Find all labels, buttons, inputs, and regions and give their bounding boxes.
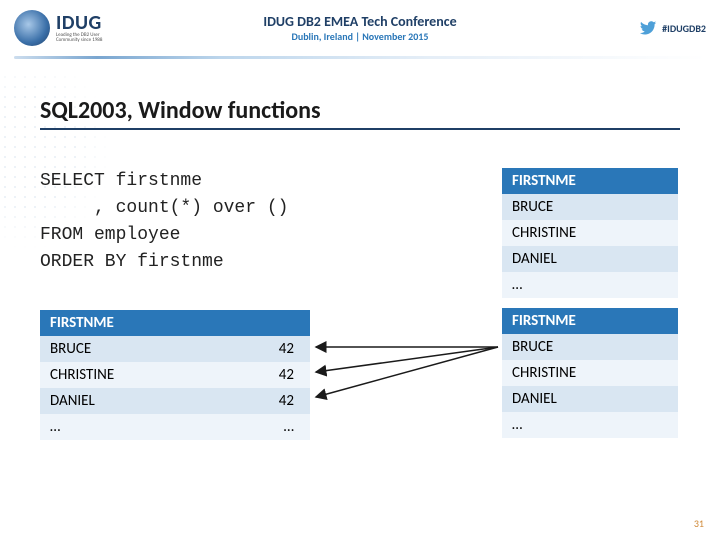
cell-name: CHRISTINE: [40, 362, 210, 388]
sql-l1: SELECT firstnme: [40, 171, 202, 191]
header-bar: IDUG Leading the DB2 User Community sinc…: [0, 0, 720, 56]
slide-title: SQL2003, Window functions: [40, 96, 321, 125]
result-table: FIRSTNME BRUCE42 CHRISTINE42 DANIEL42 ……: [40, 310, 310, 440]
col-header-blank: [210, 310, 310, 336]
idug-logo: IDUG Leading the DB2 User Community sinc…: [14, 10, 102, 46]
sql-l3: FROM employee: [40, 225, 180, 245]
sql-l2: , count(*) over (): [40, 198, 288, 218]
cell: …: [502, 412, 678, 438]
cell: CHRISTINE: [502, 360, 678, 386]
cell-val: 42: [210, 388, 310, 414]
cell: BRUCE: [502, 194, 678, 220]
input-table-top: FIRSTNME BRUCE CHRISTINE DANIEL …: [502, 168, 678, 298]
input-table-bottom: FIRSTNME BRUCE CHRISTINE DANIEL …: [502, 308, 678, 438]
sql-code: SELECT firstnme , count(*) over () FROM …: [40, 168, 288, 276]
sql-l4: ORDER BY firstnme: [40, 252, 224, 272]
cell: DANIEL: [502, 386, 678, 412]
conference-title: IDUG DB2 EMEA Tech Conference: [263, 13, 456, 30]
cell-name: DANIEL: [40, 388, 210, 414]
col-header: FIRSTNME: [502, 308, 678, 334]
col-header: FIRSTNME: [502, 168, 678, 194]
header-underline: [14, 56, 705, 59]
cell: …: [502, 272, 678, 298]
page-number: 31: [694, 517, 704, 530]
slide-header: IDUG Leading the DB2 User Community sinc…: [0, 0, 720, 72]
logo-sub2: Community since 1988: [56, 38, 102, 43]
conference-subtitle: Dublin, Ireland | November 2015: [263, 30, 456, 43]
title-underline: [40, 128, 680, 130]
logo-text: IDUG Leading the DB2 User Community sinc…: [56, 13, 102, 43]
header-center: IDUG DB2 EMEA Tech Conference Dublin, Ir…: [263, 13, 456, 43]
hashtag: #IDUGDB2: [662, 22, 706, 35]
cell-val: 42: [210, 362, 310, 388]
cell: CHRISTINE: [502, 220, 678, 246]
cell-name: …: [40, 414, 210, 440]
cell-val: …: [210, 414, 310, 440]
col-header: FIRSTNME: [40, 310, 210, 336]
cell-val: 42: [210, 336, 310, 362]
globe-icon: [14, 10, 50, 46]
cell: BRUCE: [502, 334, 678, 360]
cell: DANIEL: [502, 246, 678, 272]
cell-name: BRUCE: [40, 336, 210, 362]
logo-main: IDUG: [56, 13, 102, 33]
twitter-icon: [639, 19, 657, 37]
header-right: #IDUGDB2: [639, 19, 706, 37]
